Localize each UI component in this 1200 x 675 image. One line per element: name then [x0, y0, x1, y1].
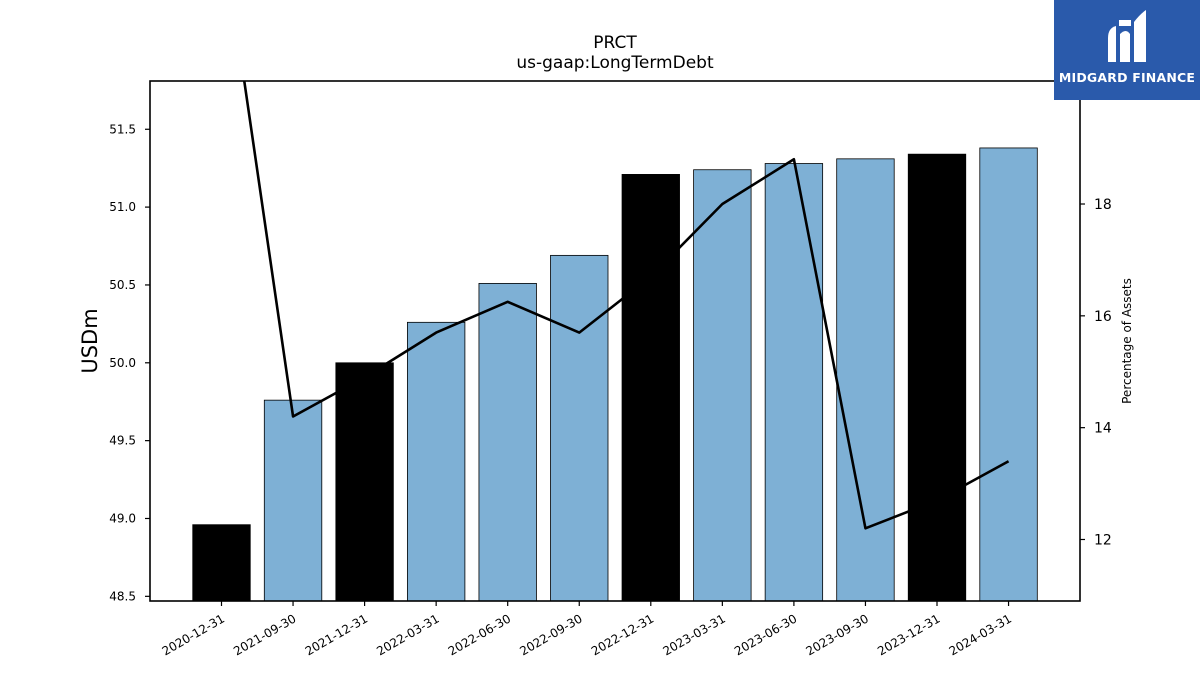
- line-group: [242, 81, 1010, 530]
- x-tick-label: 2021-12-31: [303, 611, 370, 658]
- bars-group: [192, 147, 1038, 602]
- chart-title: PRCT: [593, 33, 637, 53]
- x-tick-label: 2022-03-31: [374, 611, 441, 658]
- y-tick-label: 50.0: [109, 356, 136, 370]
- line-percentage-of-assets: [242, 81, 1010, 530]
- bar-2022-12-31: [621, 174, 680, 602]
- x-axis-ticks: 2020-12-31 2021-09-30 2021-12-31 2022-03-31…: [160, 601, 1014, 658]
- x-tick-label: 2020-12-31: [160, 611, 227, 658]
- y-tick-label: 51.0: [109, 200, 136, 214]
- y-tick-label: 51.5: [109, 122, 136, 136]
- y-tick-label: 50.5: [109, 278, 136, 292]
- midgard-finance-logo: MIDGARD FINANCE: [1054, 0, 1200, 100]
- plot-frame: [149, 80, 1081, 602]
- bar-2024-03-31: [979, 147, 1038, 602]
- bar-2022-03-31: [406, 321, 466, 602]
- bar-2022-09-30: [550, 254, 609, 602]
- bar-2023-12-31: [907, 153, 967, 602]
- bar-2023-06-30: [764, 163, 824, 602]
- y2-tick-label: 14: [1094, 421, 1112, 437]
- bar-2021-09-30: [263, 399, 323, 602]
- x-tick-label: 2023-12-31: [875, 611, 942, 658]
- chart-subtitle: us-gaap:LongTermDebt: [516, 53, 714, 73]
- x-tick-label: 2021-09-30: [231, 611, 298, 658]
- y-axis-label: USDm: [78, 308, 102, 373]
- x-tick-label: 2022-06-30: [446, 611, 513, 658]
- x-tick-label: 2022-12-31: [589, 611, 656, 658]
- x-tick-label: 2022-09-30: [517, 611, 584, 658]
- y2-tick-label: 18: [1094, 197, 1112, 213]
- y2-axis-ticks: 12 14 16 18: [1080, 197, 1112, 548]
- y-axis-ticks: 48.5 49.0 49.5 50.0 50.5 51.0 51.5: [109, 122, 150, 603]
- bar-2023-09-30: [836, 158, 895, 602]
- y-tick-label: 49.5: [109, 434, 136, 448]
- bar-2023-03-31: [693, 169, 752, 602]
- y2-axis-label: Percentage of Assets: [1120, 278, 1134, 404]
- logo-mark-icon: [1108, 10, 1146, 62]
- x-tick-label: 2023-06-30: [732, 611, 799, 658]
- bar-2022-06-30: [478, 282, 537, 602]
- y2-tick-label: 12: [1094, 532, 1112, 548]
- bar-2021-12-31: [335, 362, 394, 602]
- logo-text: MIDGARD FINANCE: [1058, 70, 1196, 85]
- y-tick-label: 49.0: [109, 511, 136, 525]
- x-tick-label: 2024-03-31: [947, 611, 1014, 658]
- y-tick-label: 48.5: [109, 589, 136, 603]
- x-tick-label: 2023-09-30: [804, 611, 871, 658]
- x-tick-label: 2023-03-31: [660, 611, 727, 658]
- y2-tick-label: 16: [1094, 309, 1112, 325]
- bar-2020-12-31: [192, 524, 251, 602]
